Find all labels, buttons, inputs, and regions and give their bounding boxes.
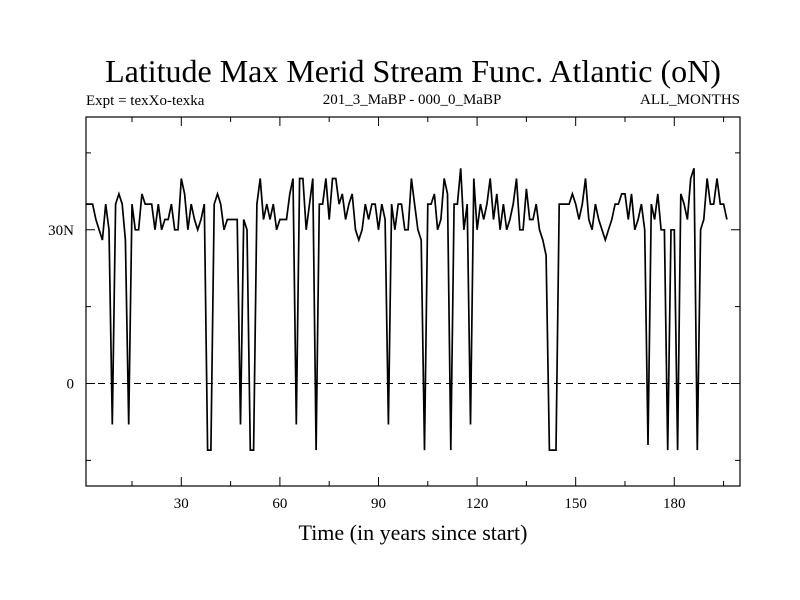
x-tick-label: 120 bbox=[466, 496, 489, 512]
subtitle-left: Expt = texXo-texka bbox=[86, 93, 205, 109]
x-tick-label: 30 bbox=[174, 496, 189, 512]
axis-tick-labels: 30 60 90 120 150 180 0 30N bbox=[48, 223, 685, 512]
x-tick-label: 150 bbox=[564, 496, 587, 512]
subtitle-right: ALL_MONTHS bbox=[640, 92, 740, 108]
plot-frame bbox=[85, 116, 741, 487]
x-tick-label: 60 bbox=[272, 496, 287, 512]
x-tick-label: 90 bbox=[371, 496, 386, 512]
subtitle-center: 201_3_MaBP - 000_0_MaBP bbox=[323, 92, 502, 108]
x-axis-label: Time (in years since start) bbox=[299, 520, 528, 545]
axis-ticks bbox=[86, 117, 740, 486]
chart-title: Latitude Max Merid Stream Func. Atlantic… bbox=[105, 53, 721, 89]
y-tick-label: 30N bbox=[48, 223, 74, 239]
series-line bbox=[86, 168, 728, 451]
y-tick-label: 0 bbox=[67, 377, 75, 393]
x-tick-label: 180 bbox=[663, 496, 686, 512]
